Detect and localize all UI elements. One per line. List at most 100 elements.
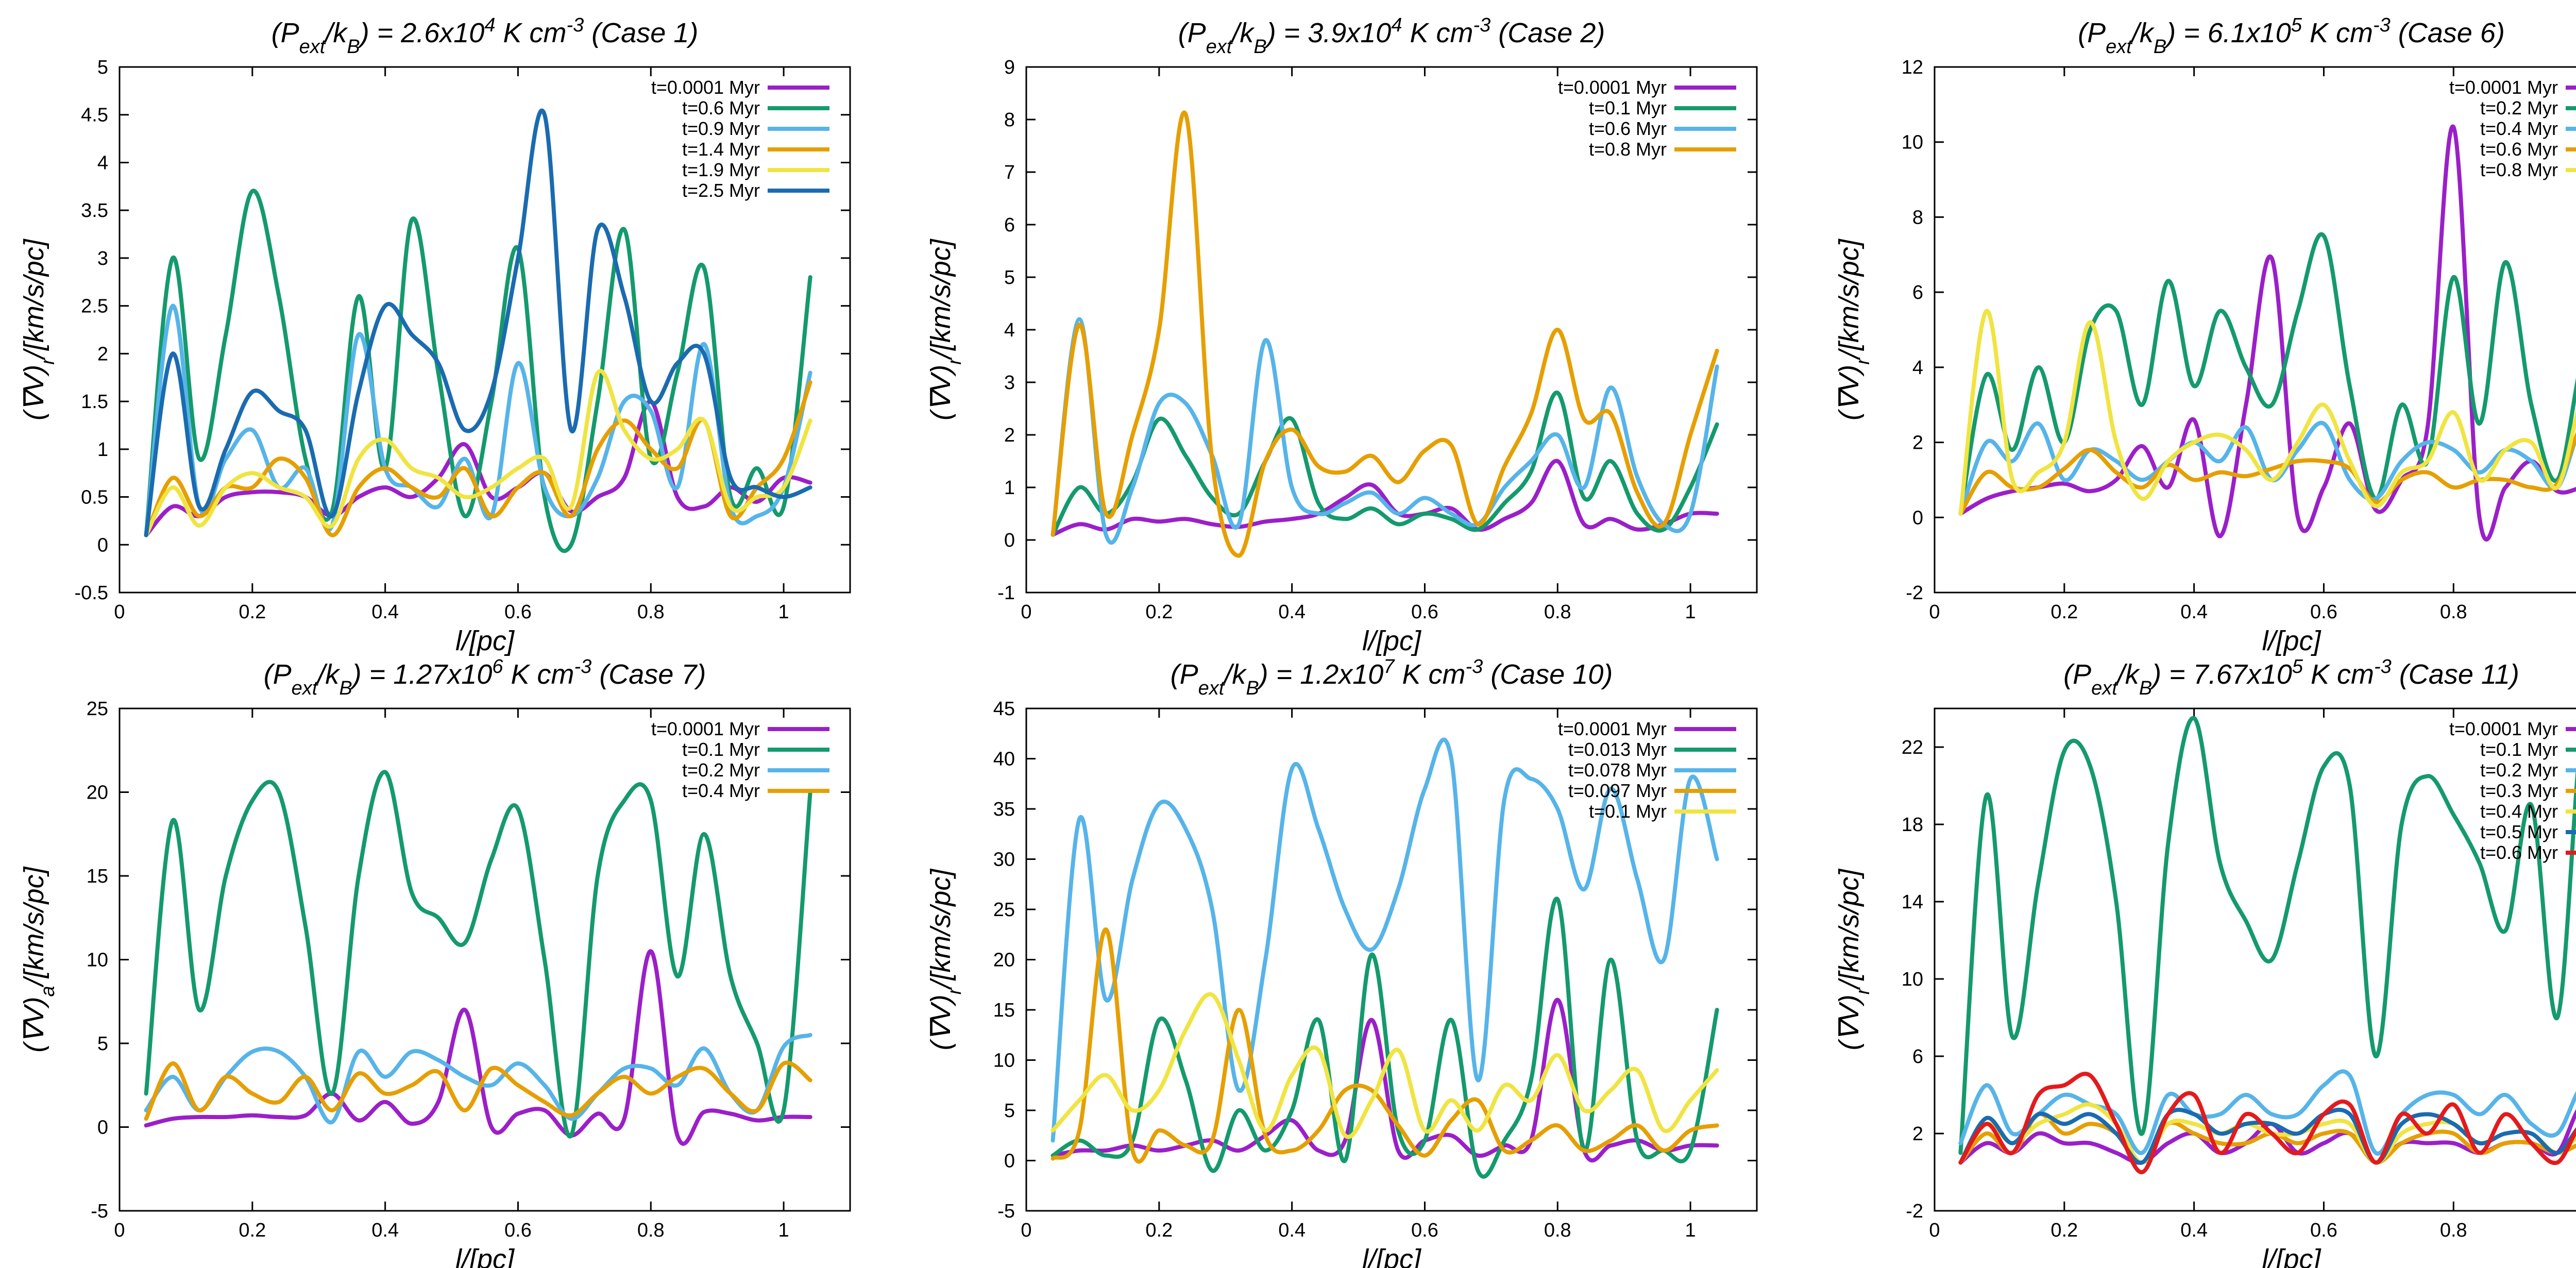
y-tick-label: 3.5 [81,200,108,222]
legend-label: t=0.1 Myr [1589,801,1667,822]
y-axis-label: (∇V)r/[km/s/pc] [1834,238,1874,420]
x-tick-label: 1 [1685,601,1696,623]
x-tick-label: 0.8 [1544,1220,1571,1241]
y-tick-label: 45 [993,698,1015,720]
series-line-3 [144,303,812,537]
x-axis-label: l/[pc] [1362,625,1422,656]
series-line-2 [144,770,812,1139]
y-axis-label: (∇V)r/[km/s/pc] [925,868,965,1051]
y-tick-label: 5 [1004,1100,1015,1122]
chart-title: (Pext/kB) = 6.1x105 K cm-3 (Case 6) [2078,14,2505,58]
y-tick-label: 4 [1912,357,1923,379]
legend-label: t=0.2 Myr [682,759,760,781]
y-tick-label: 6 [1004,214,1015,236]
y-tick-label: 0.5 [81,487,108,509]
x-tick-label: 0 [1929,1220,1940,1241]
series-line-6 [144,108,812,537]
x-tick-label: 0 [1021,1220,1031,1241]
chart-panel-2: 0 0.2 0.4 0.6 0.8 1 -1 0 1 2 3 4 5 6 7 8 9 (Pext/kB) = 3.… [925,14,1758,656]
legend-label: t=0.0001 Myr [2449,77,2558,98]
y-tick-label: -5 [997,1201,1015,1222]
x-tick-label: 0.6 [2310,1220,2337,1241]
x-tick-label: 0.8 [1544,601,1571,623]
x-tick-label: 0.4 [2180,601,2208,623]
x-tick-label: 0.6 [2310,601,2337,623]
y-tick-label: 6 [1912,282,1923,303]
legend-label: t=0.8 Myr [2480,159,2558,180]
legend-label: t=1.4 Myr [682,139,760,160]
y-tick-label: 10 [1902,969,1923,990]
x-tick-label: 0.4 [371,601,399,623]
x-tick-label: 0.8 [2440,1220,2467,1241]
x-tick-label: 0.2 [1145,601,1173,623]
series-line-3 [1050,317,1719,545]
x-tick-label: 0.6 [504,601,532,623]
y-tick-label: 2 [1912,432,1923,454]
series-line-5 [1958,309,2576,516]
series-line-2 [1958,716,2576,1155]
legend-label: t=0.078 Myr [1568,759,1667,781]
legend-label: t=2.5 Myr [682,180,760,201]
x-tick-label: 0.8 [637,1220,665,1241]
x-tick-label: 0.8 [2440,601,2467,623]
x-tick-label: 0.2 [1145,1220,1173,1241]
y-tick-label: -2 [1906,1201,1923,1222]
x-tick-label: 0.4 [2180,1220,2208,1241]
series-line-4 [1958,432,2576,516]
x-axis-label: l/[pc] [2262,625,2321,656]
y-tick-label: -5 [91,1201,108,1222]
legend-label: t=0.6 Myr [2480,139,2558,160]
y-tick-label: 4.5 [81,105,108,126]
series-line-3 [1050,737,1719,1143]
y-tick-label: 10 [993,1050,1015,1072]
plot-frame [118,66,851,594]
legend-label: t=0.4 Myr [2480,801,2558,822]
chart-title: (Pext/kB) = 1.27x106 K cm-3 (Case 7) [264,656,706,699]
x-tick-label: 0.6 [504,1220,532,1241]
y-tick-label: 1 [1004,477,1015,499]
series-line-4 [144,1060,812,1121]
y-tick-label: 30 [993,849,1015,871]
y-tick-label: 22 [1902,737,1923,758]
y-tick-label: 7 [1004,162,1015,183]
y-tick-label: 1.5 [81,391,108,413]
x-axis-label: l/[pc] [1362,1244,1422,1268]
legend-label: t=0.5 Myr [2480,821,2558,842]
y-tick-label: 10 [1902,132,1923,154]
legend-label: t=0.1 Myr [2480,739,2558,760]
chart-panel-1: 0 0.2 0.4 0.6 0.8 1 -0.5 0 0.5 1 1.5 2 2.5 3 3.5 4 4.5 5 (… [19,14,851,656]
legend-label: t=0.0001 Myr [2449,718,2558,739]
x-tick-label: 1 [778,601,789,623]
y-tick-label: 15 [993,1000,1015,1021]
series-line-7 [1958,1072,2576,1174]
y-tick-label: 2 [1912,1123,1923,1145]
legend-label: t=0.4 Myr [2480,118,2558,139]
y-tick-label: -2 [1906,582,1923,604]
y-tick-label: 4 [1004,319,1015,341]
y-tick-label: 0 [1004,530,1015,551]
y-axis-label: (∇V)a/[km/s/pc] [19,866,59,1052]
x-tick-label: 0.2 [239,601,266,623]
legend-label: t=0.9 Myr [682,118,760,139]
x-tick-label: 0 [1929,601,1940,623]
legend-label: t=0.013 Myr [1568,739,1667,760]
y-tick-label: 20 [87,782,108,804]
legend-label: t=0.0001 Myr [1558,77,1667,98]
y-tick-label: 5 [97,57,108,78]
legend-label: t=0.3 Myr [2480,780,2558,801]
x-tick-label: 0 [1021,601,1031,623]
series-line-3 [1958,1069,2576,1156]
y-tick-label: 20 [993,950,1015,971]
legend-label: t=0.6 Myr [682,97,760,119]
y-axis-label: (∇V)r/[km/s/pc] [925,238,965,420]
y-tick-label: 25 [993,899,1015,921]
x-tick-label: 0.4 [1278,1220,1306,1241]
x-axis-label: l/[pc] [2262,1244,2321,1268]
chart-panel-4: 0 0.2 0.4 0.6 0.8 1 -5 0 5 10 15 20 25 (Pext/kB) = 1.… [19,656,851,1268]
y-tick-label: 10 [87,950,108,971]
y-tick-label: -1 [997,582,1015,604]
y-tick-label: 6 [1912,1046,1923,1068]
y-tick-label: 12 [1902,57,1923,78]
